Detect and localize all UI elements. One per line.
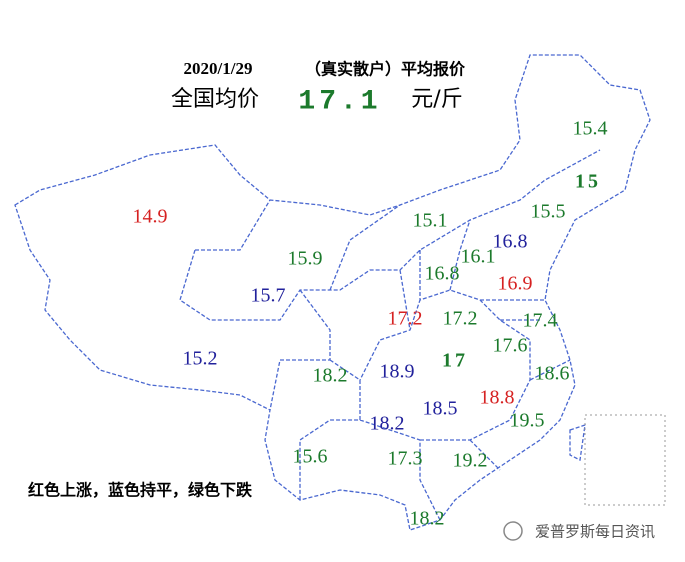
- region-price: 19.5: [510, 410, 545, 432]
- unit: 元/斤: [411, 87, 462, 112]
- region-labels: 15.4 15 15.5 14.9 15.1 16.8 15.9 16.116.8 16.9 15…: [133, 118, 608, 530]
- region-price: 16.8: [425, 263, 460, 285]
- map-outline: [14, 54, 666, 531]
- region-price: 16.9: [498, 273, 533, 295]
- region-price: 15.7: [251, 285, 286, 307]
- date: 2020/1/29: [184, 59, 253, 78]
- watermark: 爱普罗斯每日资讯: [535, 523, 655, 541]
- region-price: 18.6: [535, 363, 570, 385]
- region-price: 18.2: [313, 365, 348, 387]
- region-price: 17.2: [443, 308, 478, 330]
- region-price: 18.2: [370, 413, 405, 435]
- region-price: 15.1: [413, 210, 448, 232]
- region-price: 17.3: [388, 448, 423, 470]
- region-price: 15.6: [293, 446, 328, 468]
- region-price: 15.2: [183, 348, 218, 370]
- watermark-icon: [503, 521, 523, 541]
- region-price: 15.4: [573, 118, 608, 140]
- region-price: 17.6: [493, 335, 528, 357]
- legend: 红色上涨，蓝色持平，绿色下跌: [28, 481, 253, 500]
- country-border: [14, 54, 651, 531]
- region-price: 18.8: [480, 387, 515, 409]
- region-price: 17.4: [523, 310, 558, 332]
- region-price: 15.5: [531, 201, 566, 223]
- region-price: 17.2: [388, 308, 423, 330]
- subtitle: （真实散户）平均报价: [305, 60, 466, 79]
- region-price: 15: [575, 171, 601, 193]
- region-price: 16.1: [461, 246, 496, 268]
- region-price: 18.2: [410, 508, 445, 530]
- region-price: 18.5: [423, 398, 458, 420]
- national-label: 全国均价: [171, 87, 259, 112]
- taiwan-border: [569, 424, 586, 461]
- province-border: [179, 149, 601, 521]
- region-price: 19.2: [453, 450, 488, 472]
- region-price: 15.9: [288, 248, 323, 270]
- region-price: 16.8: [493, 231, 528, 253]
- region-price: 17: [442, 350, 468, 372]
- national-value: 17.1: [298, 86, 381, 117]
- region-price: 14.9: [133, 206, 168, 228]
- region-price: 18.9: [380, 361, 415, 383]
- south-sea-inset: [584, 414, 666, 506]
